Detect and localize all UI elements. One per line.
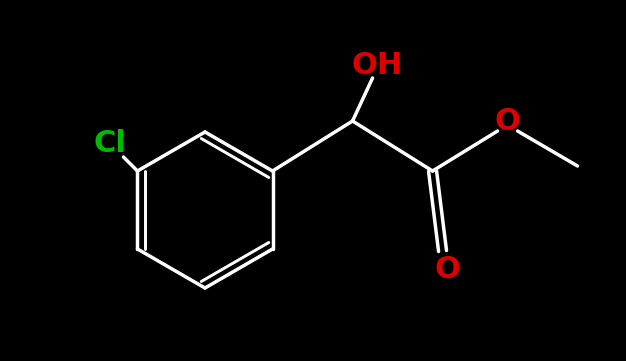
Text: Cl: Cl	[93, 129, 126, 157]
Text: O: O	[495, 106, 520, 135]
Text: O: O	[434, 255, 461, 283]
Text: OH: OH	[352, 52, 403, 81]
